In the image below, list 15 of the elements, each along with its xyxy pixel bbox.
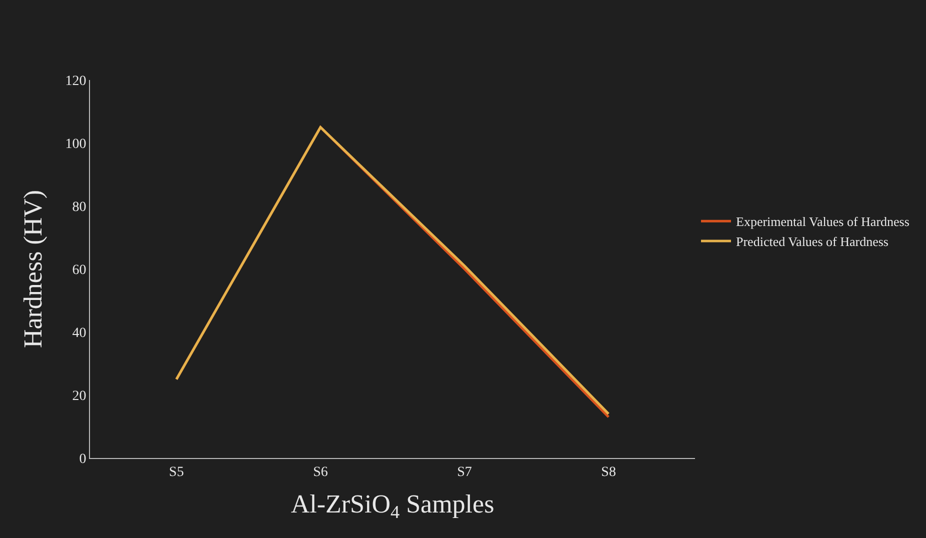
x-tick-label: S8 [601, 464, 616, 480]
y-tick-label: 100 [65, 136, 86, 152]
legend-label: Experimental Values of Hardness [736, 214, 910, 230]
x-tick-label: S5 [169, 464, 184, 480]
y-tick-label: 60 [72, 262, 86, 278]
y-axis-title: Hardness (HV) [18, 190, 48, 348]
x-tick-label: S6 [313, 464, 328, 480]
legend-label: Predicted Values of Hardness [736, 234, 888, 250]
x-tick-label: S7 [457, 464, 472, 480]
y-tick-label: 120 [65, 74, 86, 89]
y-tick-label: 40 [72, 326, 86, 341]
x-axis-title: Al-ZrSiO$_{4}$ Samples [290, 490, 494, 522]
y-tick-label: 80 [72, 200, 86, 215]
y-tick-label: 20 [72, 388, 86, 404]
y-tick-label: 0 [79, 452, 86, 467]
